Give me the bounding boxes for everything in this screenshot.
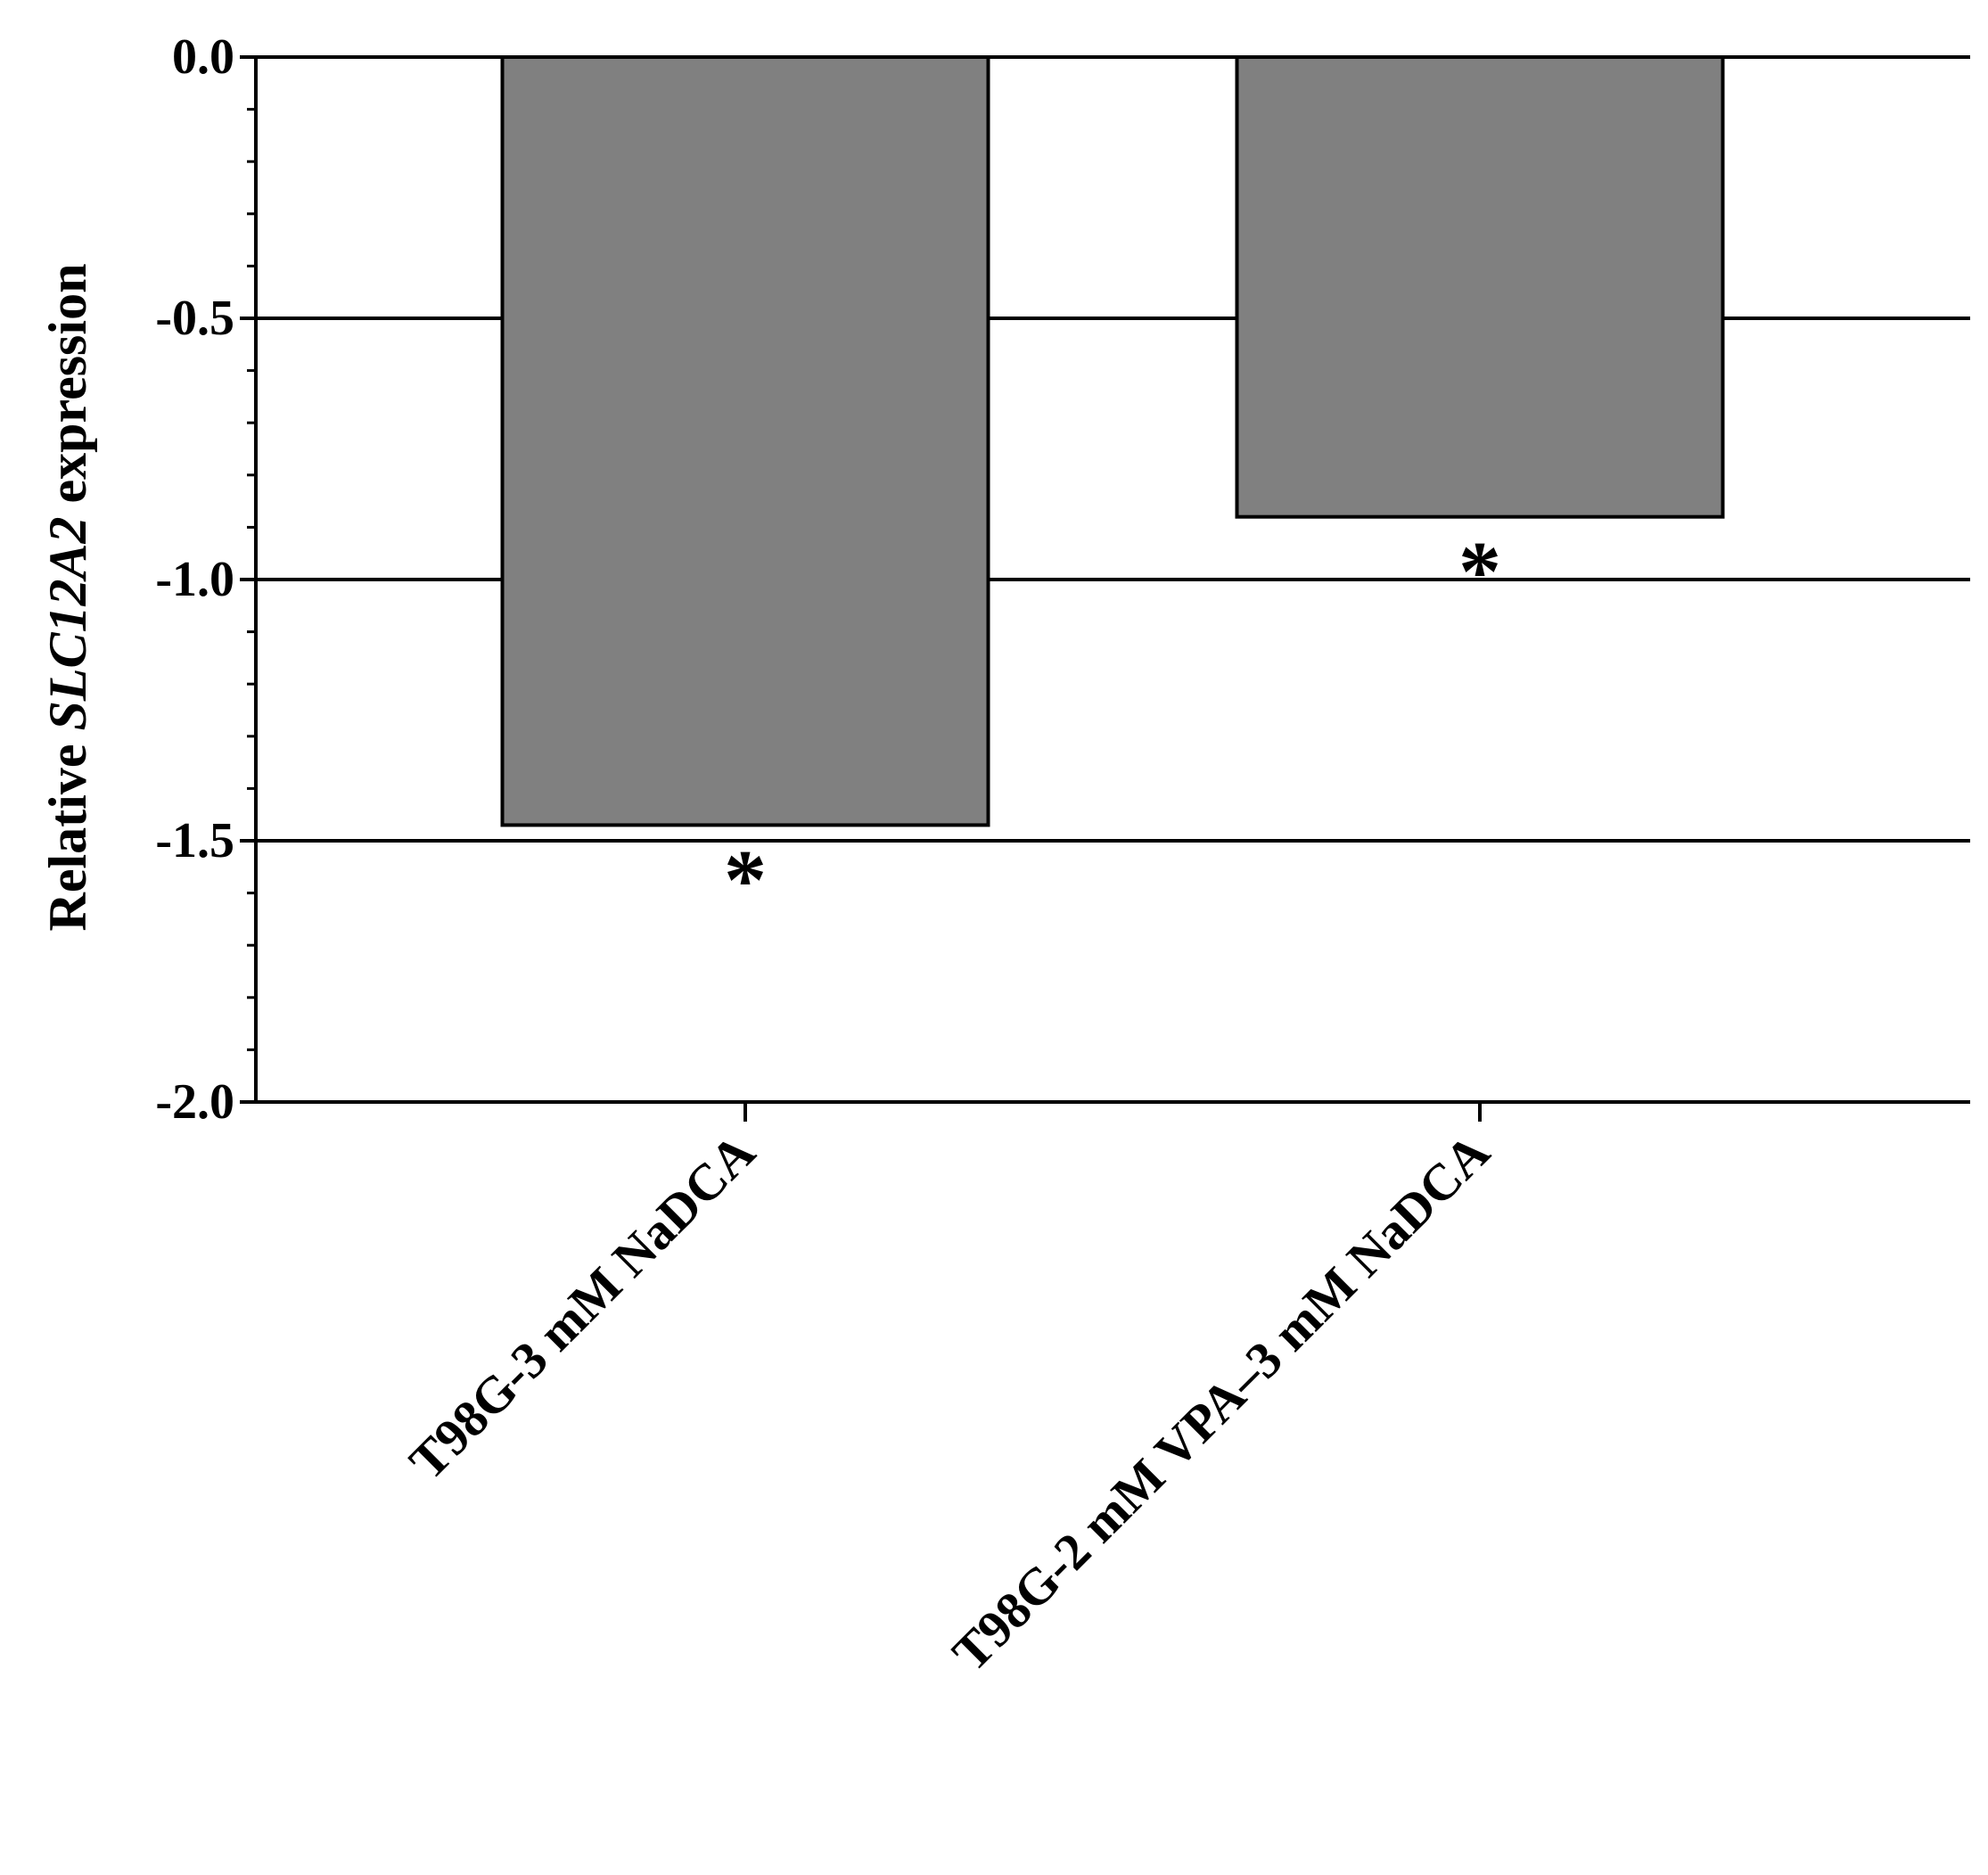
y-axis-title-gene: SLC12A2: [38, 516, 97, 730]
y-axis-title-suffix: expression: [38, 264, 97, 517]
x-tick-label-1: T98G-2 mM VPA–3 mM NaDCA: [941, 1123, 1501, 1682]
axes: 0.0 -0.5 -1.0 -1.5 -2.0: [155, 29, 1482, 1130]
y-axis-title: Relative SLC12A2 expression: [38, 264, 97, 932]
x-tick-label-0: T98G-3 mM NaDCA: [398, 1123, 766, 1491]
y-tick-label-4: -2.0: [155, 1074, 234, 1130]
bar-1: [1235, 55, 1725, 519]
y-axis-title-prefix: Relative: [38, 731, 97, 932]
bar-0: [500, 55, 990, 827]
y-tick-label-2: -1.0: [155, 552, 234, 607]
y-tick-label-3: -1.5: [155, 813, 234, 868]
y-tick-label-0: 0.0: [172, 29, 234, 85]
significance-asterisk-1: *: [1458, 524, 1501, 620]
annotations: **: [724, 524, 1501, 928]
significance-asterisk-0: *: [724, 832, 767, 927]
y-tick-label-1: -0.5: [155, 291, 234, 346]
bars: [500, 55, 1725, 827]
